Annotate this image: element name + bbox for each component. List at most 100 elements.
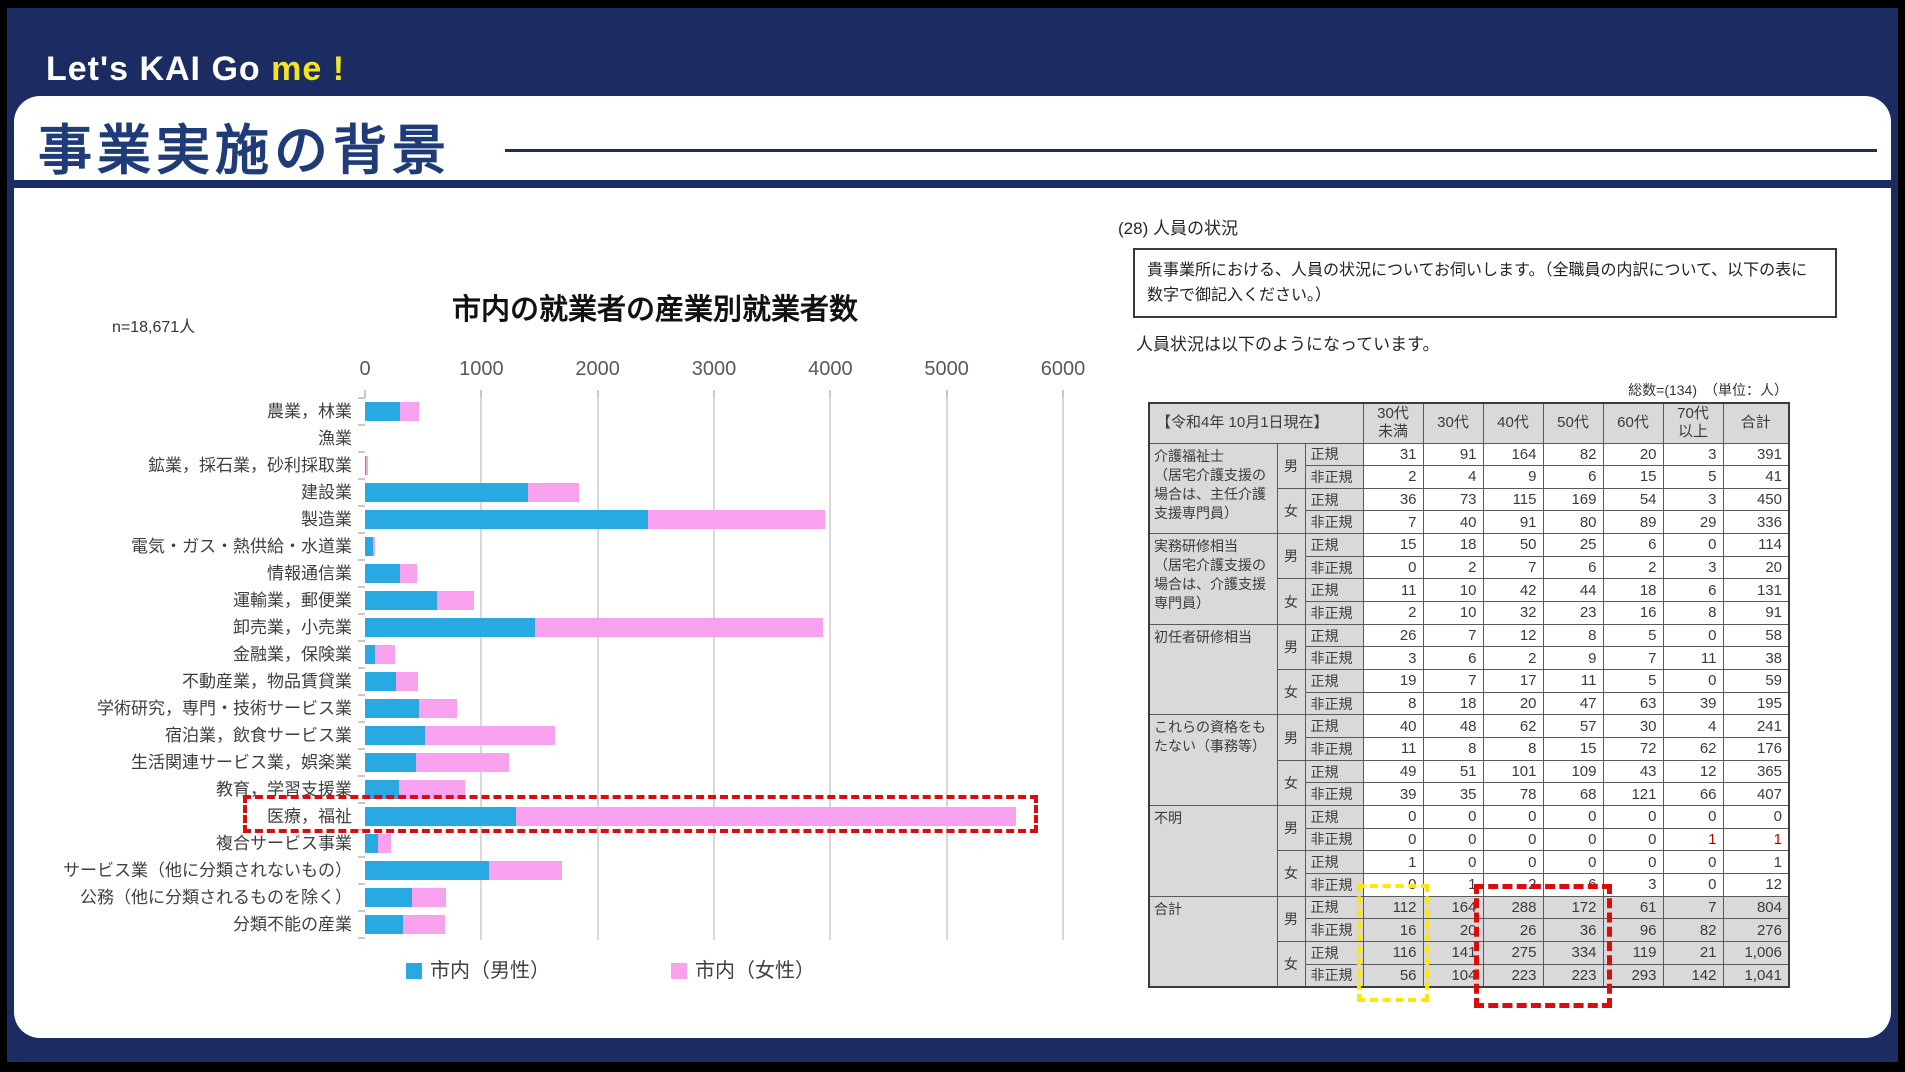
age-column-header: 60代	[1602, 402, 1664, 444]
value-cell: 0	[1482, 850, 1544, 874]
value-cell: 7	[1662, 895, 1724, 920]
row-tick-mark	[358, 748, 365, 750]
value-cell: 61	[1602, 895, 1664, 920]
qualification-group-label: 実務研修相当 （居宅介護支援の 場合は、介護支援 専門員）	[1148, 533, 1278, 625]
table-row: 非正規 2 10 32 23 16 8 91	[1149, 601, 1790, 625]
row-tick-mark	[358, 559, 365, 561]
bar-female-segment	[395, 672, 418, 691]
gender-cell: 男	[1276, 623, 1306, 671]
value-cell: 223	[1542, 963, 1604, 988]
value-cell: 40	[1422, 510, 1484, 535]
bar-female-segment	[527, 483, 580, 502]
value-cell: 18	[1422, 691, 1484, 716]
value-cell: 30	[1602, 714, 1664, 739]
bar-male-segment	[365, 753, 417, 772]
40s-50s-total-highlight-box	[1474, 884, 1612, 1008]
value-cell: 176	[1722, 737, 1790, 761]
value-cell: 47	[1542, 691, 1604, 716]
age-column-header: 合計	[1722, 402, 1790, 444]
gridline	[945, 398, 948, 940]
value-cell: 18	[1602, 578, 1664, 603]
gender-cell: 女	[1276, 487, 1306, 535]
value-cell: 0	[1422, 827, 1484, 852]
value-cell: 1	[1722, 827, 1790, 852]
bar-female-segment	[399, 564, 417, 583]
bar-male-segment	[365, 672, 396, 691]
value-cell: 82	[1542, 442, 1604, 467]
legend-swatch	[671, 963, 687, 979]
value-cell: 276	[1722, 918, 1790, 942]
bar-male-segment	[365, 645, 376, 664]
value-cell: 6	[1542, 465, 1604, 489]
table-row: 女正規 36 73 115 169 54 3 450	[1149, 487, 1790, 535]
category-label: 医療，福祉	[267, 807, 352, 826]
value-cell: 7	[1422, 669, 1484, 693]
row-tick-mark	[358, 586, 365, 588]
value-cell: 121	[1602, 782, 1664, 806]
value-cell: 8	[1362, 691, 1424, 716]
value-cell: 0	[1542, 805, 1604, 829]
value-cell: 58	[1722, 623, 1790, 648]
axis-tick-mark	[829, 390, 832, 398]
bar-male-segment	[365, 564, 400, 583]
value-cell: 29	[1662, 510, 1724, 535]
row-tick-mark	[358, 694, 365, 696]
row-tick-mark	[358, 775, 365, 777]
bar-male-segment	[365, 618, 535, 637]
value-cell: 0	[1602, 827, 1664, 852]
value-cell: 91	[1422, 442, 1484, 467]
value-cell: 35	[1422, 782, 1484, 806]
gender-cell: 女	[1276, 759, 1306, 807]
row-tick-mark	[358, 721, 365, 723]
category-label: 漁業	[318, 429, 352, 448]
category-label: 分類不能の産業	[233, 915, 352, 934]
category-label: 情報通信業	[267, 564, 352, 583]
value-cell: 0	[1362, 555, 1424, 580]
title-divider-band	[14, 180, 1891, 188]
employment-type-cell: 正規	[1304, 442, 1364, 467]
employment-type-cell: 非正規	[1304, 918, 1364, 942]
value-cell: 336	[1722, 510, 1790, 535]
gender-cell: 男	[1276, 442, 1306, 489]
bar-female-segment	[647, 510, 825, 529]
category-label: 運輸業，郵便業	[233, 591, 352, 610]
value-cell: 11	[1542, 669, 1604, 693]
value-cell: 0	[1422, 850, 1484, 874]
employment-type-cell: 正規	[1304, 487, 1364, 512]
value-cell: 63	[1602, 691, 1664, 716]
employment-type-cell: 正規	[1304, 669, 1364, 693]
table-row: 女正規 116 141 275 334 119 21 1,006	[1149, 940, 1790, 988]
value-cell: 42	[1482, 578, 1544, 603]
value-cell: 9	[1542, 646, 1604, 671]
value-cell: 62	[1482, 714, 1544, 739]
value-cell: 82	[1662, 918, 1724, 942]
employment-type-cell: 非正規	[1304, 872, 1364, 897]
value-cell: 0	[1662, 850, 1724, 874]
employment-type-cell: 正規	[1304, 714, 1364, 739]
value-cell: 104	[1422, 963, 1484, 988]
bar-female-segment	[403, 915, 446, 934]
value-cell: 2	[1422, 555, 1484, 580]
value-cell: 96	[1602, 918, 1664, 942]
value-cell: 20	[1482, 691, 1544, 716]
value-cell: 51	[1422, 759, 1484, 784]
value-cell: 32	[1482, 601, 1544, 625]
category-label: 卸売業，小売業	[233, 618, 352, 637]
value-cell: 91	[1482, 510, 1544, 535]
row-tick-mark	[358, 802, 365, 804]
category-label: 公務（他に分類されるものを除く）	[80, 888, 352, 907]
value-cell: 80	[1542, 510, 1604, 535]
value-cell: 0	[1602, 850, 1664, 874]
legend-label: 市内（女性）	[695, 960, 815, 982]
value-cell: 10	[1422, 601, 1484, 625]
employment-type-cell: 正規	[1304, 895, 1364, 920]
legend-label: 市内（男性）	[430, 960, 550, 982]
value-cell: 223	[1482, 963, 1544, 988]
value-cell: 5	[1662, 465, 1724, 489]
value-cell: 17	[1482, 669, 1544, 693]
table-row: 非正規 7 40 91 80 89 29 336	[1149, 510, 1790, 535]
value-cell: 66	[1662, 782, 1724, 806]
value-cell: 142	[1662, 963, 1724, 988]
bar-female-segment	[516, 807, 1017, 826]
gridline	[480, 398, 483, 940]
